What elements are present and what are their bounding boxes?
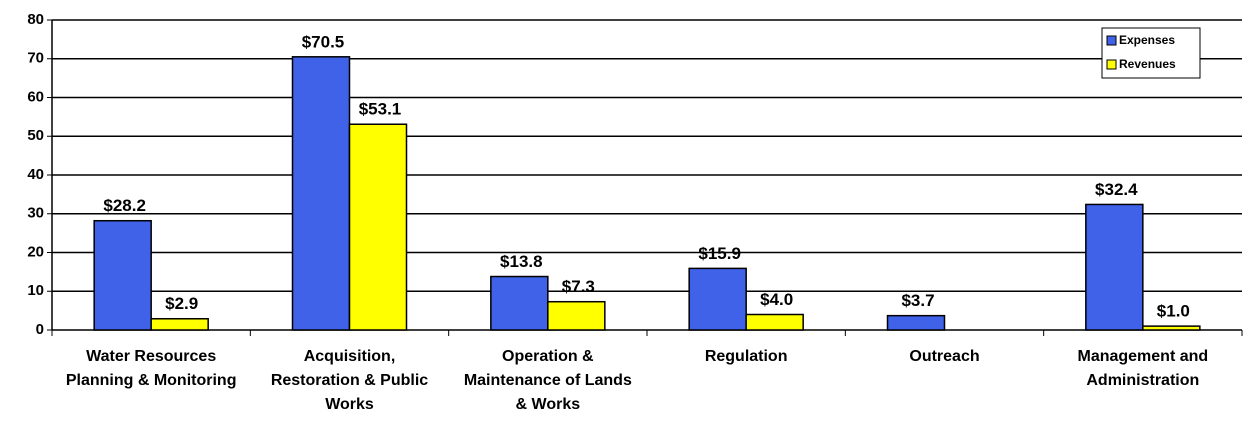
value-label: $3.7 [901, 291, 934, 310]
value-label: $70.5 [302, 32, 345, 51]
x-tick-label: Water Resources Planning & Monitoring [65, 348, 237, 389]
bar [490, 275, 549, 331]
value-label: $13.8 [500, 252, 543, 271]
y-tick-label: 30 [27, 205, 44, 222]
x-tick-label: Regulation [704, 348, 788, 365]
bar [348, 123, 408, 331]
x-tick-label: Operation & Maintenance of Lands & Works [463, 348, 632, 413]
value-label: $4.0 [760, 290, 793, 309]
value-label: $7.3 [562, 277, 595, 296]
bar [886, 314, 946, 331]
bar [1142, 325, 1201, 331]
y-tick-label: 10 [27, 282, 44, 299]
legend-label: Revenues [1119, 57, 1176, 71]
y-tick-label: 0 [36, 321, 44, 338]
value-label: $32.4 [1095, 180, 1138, 199]
bar [547, 300, 606, 331]
x-tick-label: Outreach [909, 348, 980, 365]
legend-label: Expenses [1119, 33, 1175, 47]
y-tick-label: 40 [27, 166, 44, 183]
x-tick-label: Management and Administration [1077, 348, 1209, 389]
bar [688, 267, 747, 331]
bar [291, 56, 351, 331]
value-label: $53.1 [359, 100, 402, 119]
value-label: $1.0 [1157, 302, 1190, 321]
value-label: $28.2 [103, 196, 146, 215]
y-tick-label: 20 [27, 243, 44, 260]
bar [745, 313, 804, 331]
x-tick-label: Acquisition, Restoration & Public Works [270, 348, 429, 413]
legend-swatch [1106, 35, 1117, 46]
y-tick-label: 70 [27, 50, 44, 67]
bar [1085, 203, 1144, 331]
value-label: $15.9 [698, 244, 741, 263]
legend-swatch [1106, 59, 1117, 70]
y-tick-label: 60 [27, 88, 44, 105]
bar [93, 219, 152, 331]
bar [150, 318, 209, 331]
y-tick-label: 50 [27, 127, 44, 144]
legend-box [1101, 27, 1201, 79]
value-label: $2.9 [165, 294, 198, 313]
y-tick-label: 80 [27, 11, 44, 28]
